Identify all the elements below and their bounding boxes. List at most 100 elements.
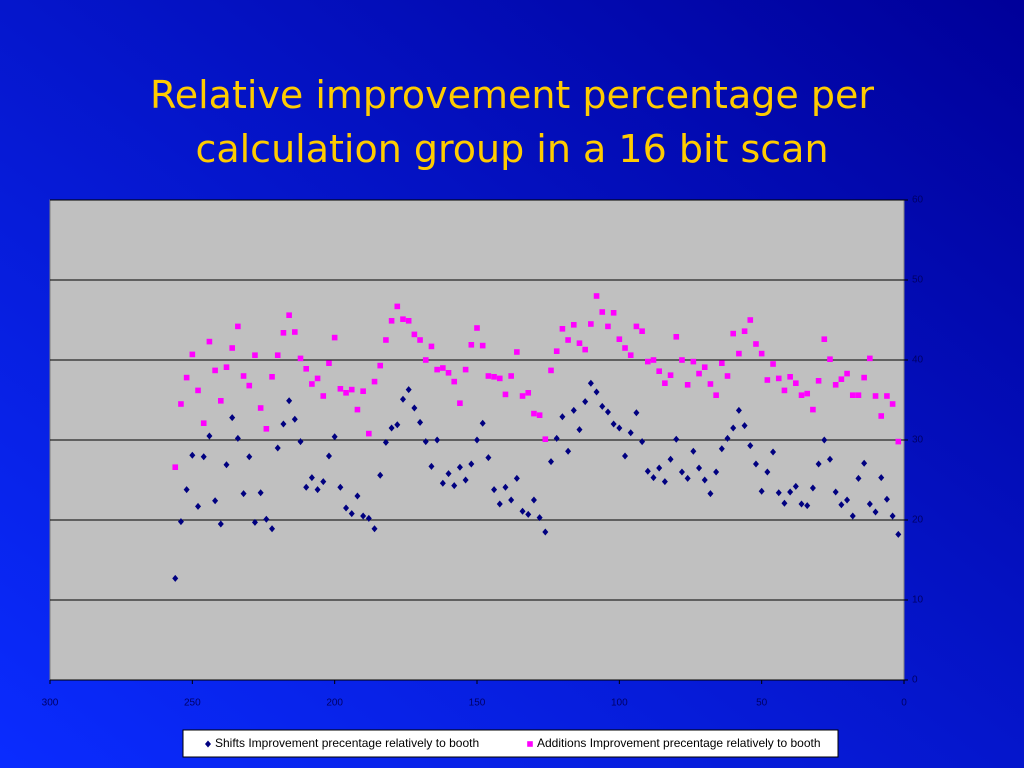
point — [741, 422, 748, 430]
point — [183, 486, 190, 494]
point — [280, 420, 287, 428]
point — [189, 351, 196, 358]
point — [570, 406, 577, 414]
point — [883, 495, 890, 503]
point — [889, 512, 896, 520]
point — [485, 454, 492, 462]
point — [468, 342, 475, 348]
point — [263, 515, 270, 523]
point — [366, 430, 372, 437]
point — [758, 350, 765, 357]
point — [212, 367, 218, 374]
point — [206, 432, 213, 440]
point — [752, 460, 759, 468]
point — [582, 398, 589, 406]
point — [679, 357, 685, 363]
point — [365, 514, 372, 522]
point — [246, 453, 253, 461]
point — [405, 386, 412, 394]
point — [775, 375, 782, 382]
point — [747, 442, 754, 450]
y-tick-label: 10 — [912, 595, 924, 606]
point — [445, 370, 452, 376]
point — [218, 398, 224, 404]
point — [457, 400, 463, 406]
point — [280, 330, 287, 336]
point — [417, 418, 424, 426]
point — [804, 390, 811, 397]
point — [286, 397, 293, 405]
point — [684, 474, 691, 482]
point — [519, 507, 526, 515]
point — [525, 390, 532, 396]
point — [673, 334, 680, 340]
point — [838, 501, 845, 509]
point — [633, 323, 640, 330]
point — [849, 392, 856, 398]
point — [417, 337, 423, 343]
point — [240, 373, 247, 379]
point — [548, 458, 555, 466]
point — [269, 525, 276, 533]
point — [587, 379, 594, 387]
point — [252, 352, 258, 358]
point — [371, 525, 378, 533]
point — [719, 360, 725, 366]
point — [787, 488, 794, 496]
point — [678, 468, 685, 476]
point — [508, 496, 515, 504]
point — [707, 490, 714, 498]
point — [314, 486, 321, 494]
point — [633, 409, 640, 417]
point — [878, 413, 885, 419]
point — [622, 345, 628, 351]
point — [536, 514, 543, 522]
point — [377, 471, 384, 479]
point — [314, 375, 321, 382]
point — [559, 413, 566, 421]
point — [377, 362, 384, 369]
x-tick-label: 250 — [184, 698, 201, 709]
point — [508, 373, 514, 379]
point — [826, 455, 833, 463]
legend-marker — [527, 741, 533, 747]
point — [582, 346, 588, 353]
point — [570, 322, 577, 328]
point — [565, 337, 571, 343]
point — [559, 326, 566, 332]
point — [325, 452, 332, 460]
point — [605, 323, 611, 330]
point — [251, 518, 258, 526]
y-tick-label: 30 — [912, 435, 924, 446]
point — [530, 496, 537, 504]
y-tick-label: 60 — [912, 195, 924, 206]
point — [371, 378, 378, 385]
point — [348, 386, 355, 393]
point — [690, 358, 697, 365]
point — [183, 374, 190, 381]
point — [462, 476, 469, 484]
point — [610, 310, 617, 316]
point — [718, 445, 725, 453]
point — [553, 434, 560, 442]
point — [229, 345, 235, 351]
point — [326, 360, 332, 366]
point — [331, 334, 338, 341]
point — [388, 424, 395, 432]
point — [542, 436, 549, 442]
point — [531, 410, 537, 417]
point — [599, 309, 606, 315]
point — [861, 374, 867, 381]
point — [884, 393, 890, 399]
point — [269, 374, 275, 380]
y-tick-label: 0 — [912, 675, 918, 686]
point — [696, 370, 702, 377]
point — [485, 373, 492, 379]
point — [411, 331, 418, 338]
legend-label: Additions Improvement precentage relativ… — [537, 736, 821, 750]
point — [684, 382, 691, 388]
point — [861, 459, 868, 467]
point — [411, 404, 418, 412]
point — [775, 489, 782, 497]
